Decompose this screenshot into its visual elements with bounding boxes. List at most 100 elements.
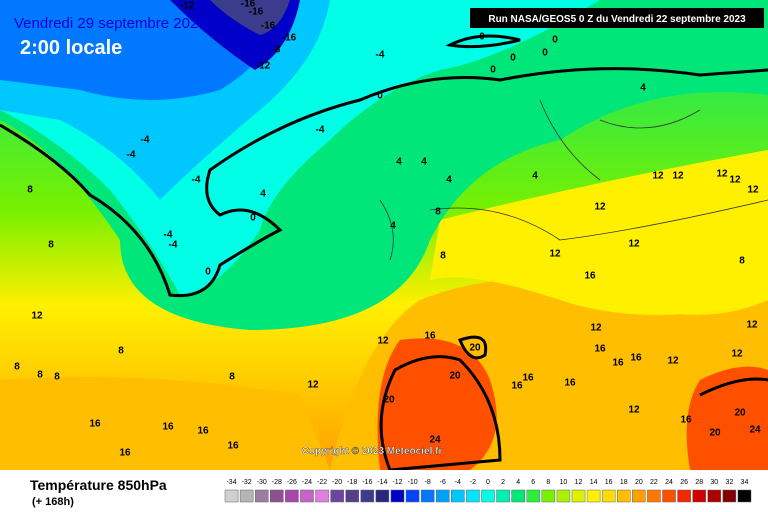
scale-label: 32 [725,479,733,486]
contour-label: 4 [446,175,452,186]
contour-label: 12 [628,405,640,416]
scale-swatch [737,489,752,503]
contour-label: 16 [197,426,209,437]
contour-label: 0 [205,267,211,278]
contour-label: 16 [424,331,436,342]
contour-label: 12 [747,185,759,196]
scale-swatch [526,489,541,503]
scale-swatch [616,489,631,503]
scale-swatch [541,489,556,503]
contour-label: 4 [532,171,538,182]
scale-label: 4 [516,479,520,486]
scale-label: 22 [650,479,658,486]
scale-swatch [345,489,360,503]
scale-swatch [420,489,435,503]
contour-label: 16 [630,353,642,364]
contour-label: 16 [511,381,523,392]
twenty-isotherm [379,335,502,472]
contour-label: 12 [628,239,640,250]
contour-label: 12 [729,175,741,186]
scale-label: -34 [226,479,236,486]
contour-label: 12 [549,249,561,260]
copyright: Copyright © 2023 Meteociel.fr [302,446,443,457]
contour-label: 0 [490,65,496,76]
hot-zone [377,338,497,470]
scale-swatch [511,489,525,503]
contour-label: 16 [680,415,692,426]
contour-label: 8 [48,240,54,251]
time: 2:00 locale [20,37,122,59]
scale-swatch [662,489,676,503]
scale-swatch [285,489,299,503]
contour-label: 16 [522,373,534,384]
contour-label: 16 [594,344,606,355]
scale-swatch [435,489,450,503]
contour-label: 16 [612,358,624,369]
contour-label: 4 [640,83,646,94]
contour-label: 16 [89,419,101,430]
scale-label: 14 [590,479,598,486]
scale-label: -14 [377,479,387,486]
scale-label: -18 [347,479,357,486]
contour-label: 20 [469,343,481,354]
scale-label: 12 [575,479,583,486]
scale-label: -26 [287,479,297,486]
warm-zone [430,150,768,315]
run-box [470,8,764,28]
scale-label: -22 [317,479,327,486]
contour-label: -16 [249,7,264,18]
scale-swatch [496,489,510,503]
scale-label: 2 [501,479,505,486]
scale-label: 24 [665,479,673,486]
scale-label: 28 [695,479,703,486]
contour-label: 16 [119,448,131,459]
scale-swatch [375,489,390,503]
contour-label: 8 [739,256,745,267]
scale-swatch [330,489,344,503]
scale-label: 20 [635,479,643,486]
scale-swatch [677,489,691,503]
contour-label: -4 [192,175,201,186]
contour-label: 4 [390,221,396,232]
run-info: Run NASA/GEOS5 0 Z du Vendredi 22 septem… [488,14,746,25]
contour-label: 4 [421,157,427,168]
scale-label: 18 [620,479,628,486]
scale-label: 34 [741,479,749,486]
contour-label: 4 [396,157,402,168]
color-scale: -34 -32 -30 -28 -26 -24 -22 -20 -18 -16 -14 -12 -10-… [224,479,752,503]
contour-label: -16 [282,33,297,44]
scale-swatch [692,489,706,503]
contour-label: 4 [260,189,266,200]
contour-label: 16 [584,271,596,282]
contour-label: 20 [734,408,746,419]
contour-label: 8 [27,185,33,196]
scale-swatch [647,489,661,503]
contour-label: -4 [376,50,385,61]
scale-swatch [632,489,646,503]
contour-label: 20 [449,371,461,382]
scale-label: -10 [408,479,418,486]
hot-zone [686,366,768,470]
scale-swatch [315,489,329,503]
contour-label: 16 [162,422,174,433]
date: Vendredi 29 septembre 2023 [14,15,207,32]
scale-label: -12 [392,479,402,486]
contour-label: -4 [127,150,136,161]
contour-label: 0 [552,35,558,46]
scale-swatch [481,489,495,503]
legend-subtitle: (+ 168h) [32,496,74,508]
contour-label: -4 [169,240,178,251]
contour-label: 0 [542,48,548,59]
contour-label: 8 [440,251,446,262]
scale-label: -20 [332,479,342,486]
scale-label: -32 [242,479,252,486]
legend-title: Température 850hPa [30,477,167,493]
scale-swatch [405,489,420,503]
contour-label: 24 [749,425,761,436]
contour-label: -16 [241,0,256,10]
scale-label: -2 [470,479,476,486]
twenty-isotherm [699,377,768,397]
contour-label: 12 [31,311,43,322]
